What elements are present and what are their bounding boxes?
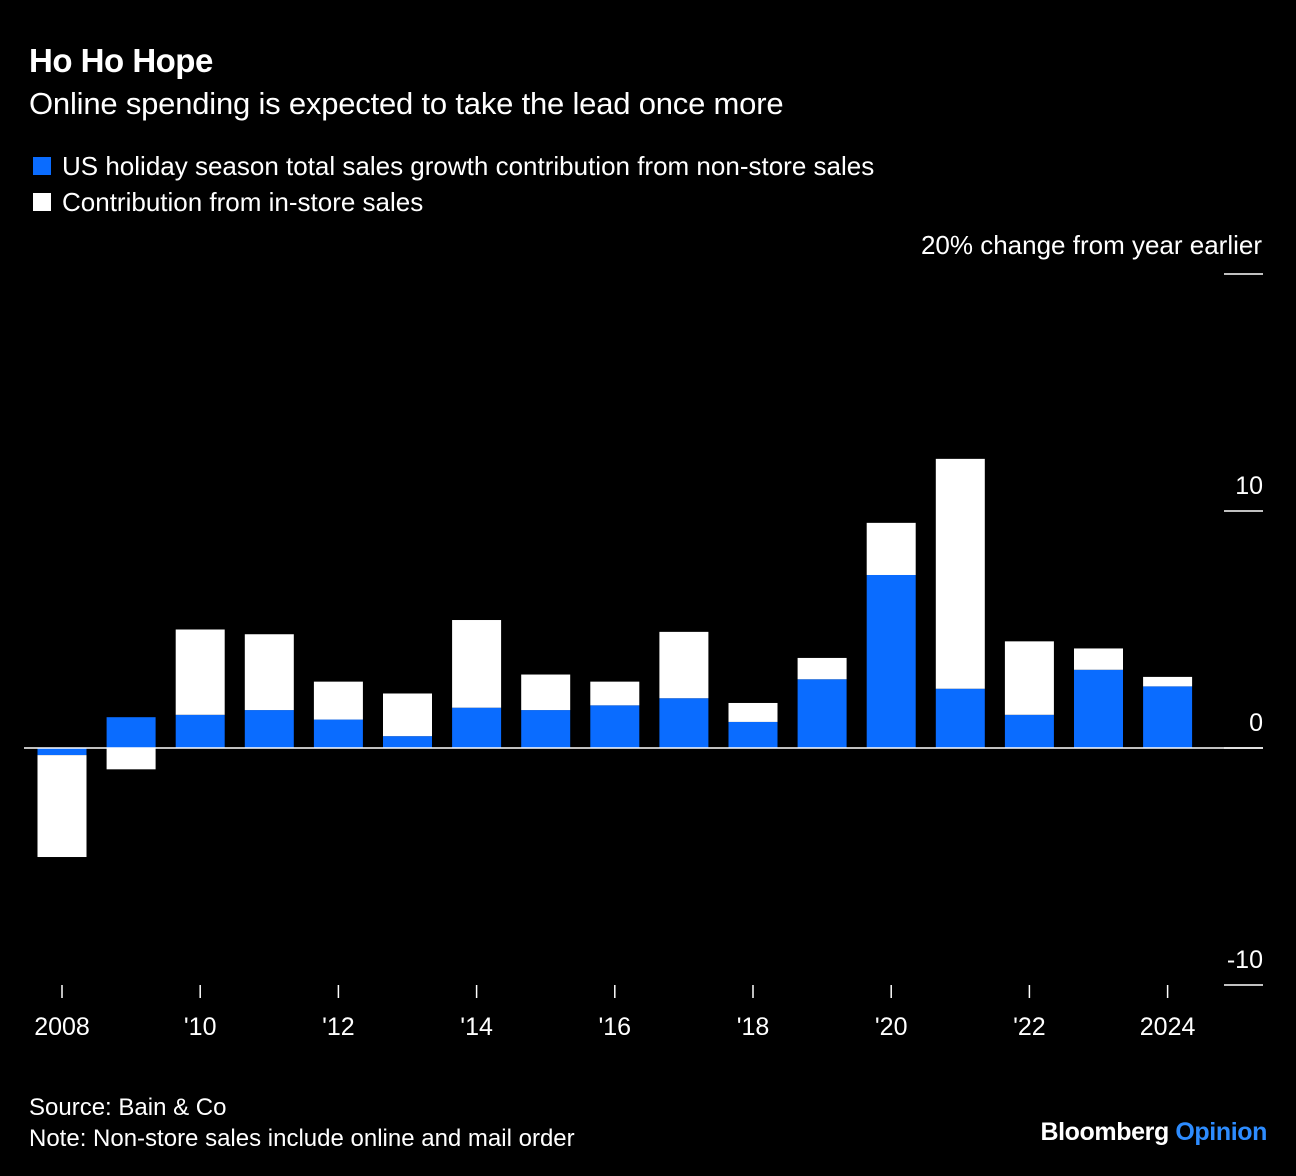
bar-in-store-2018: [728, 702, 778, 722]
bar-non-store-2020: [866, 574, 916, 748]
bars: [37, 458, 1193, 858]
bar-in-store-2012: [313, 681, 363, 720]
bar-in-store-2020: [866, 522, 916, 575]
x-tick-label: '22: [1013, 1013, 1046, 1041]
bar-non-store-2016: [590, 705, 640, 748]
bar-in-store-2015: [521, 674, 571, 711]
bar-non-store-2014: [452, 707, 502, 748]
x-tick-label: 2008: [34, 1013, 90, 1041]
footer: Source: Bain & Co Note: Non-store sales …: [29, 1092, 575, 1154]
x-tick-label: '20: [875, 1013, 908, 1041]
bar-in-store-2016: [590, 681, 640, 706]
bar-in-store-2021: [935, 458, 985, 689]
bar-in-store-2011: [244, 634, 294, 711]
bar-non-store-2010: [175, 714, 225, 748]
bar-in-store-2008: [37, 755, 87, 858]
bar-in-store-2010: [175, 629, 225, 715]
legend-swatch-non-store: [33, 157, 51, 175]
legend-label-non-store: US holiday season total sales growth con…: [62, 150, 875, 181]
y-axis-ticks: 10 0 -10: [1224, 273, 1263, 986]
bar-in-store-2014: [452, 620, 502, 708]
x-tick-label: '16: [599, 1013, 632, 1041]
bar-non-store-2023: [1074, 669, 1123, 748]
legend-item-in-store: Contribution from in-store sales: [33, 184, 874, 220]
bar-non-store-2024: [1143, 686, 1193, 748]
bar-non-store-2012: [313, 719, 363, 748]
legend-swatch-in-store: [33, 193, 51, 211]
x-tick-label: '14: [460, 1013, 493, 1041]
bar-in-store-2022: [1004, 641, 1054, 715]
bar-in-store-2024: [1143, 676, 1193, 687]
brand-name: Bloomberg: [1040, 1118, 1169, 1146]
bar-in-store-2009: [106, 748, 156, 770]
x-axis: 2008 '10 '12 '14 '16 '18 '20 '22 2024: [34, 985, 1195, 1041]
y-tick-label: 10: [1235, 472, 1263, 500]
chart-title: Ho Ho Hope: [29, 42, 213, 79]
bar-non-store-2022: [1004, 714, 1054, 748]
bar-in-store-2017: [659, 631, 709, 699]
legend-label-in-store: Contribution from in-store sales: [62, 186, 424, 217]
bloomberg-opinion-logo: Bloomberg Opinion: [1040, 1118, 1267, 1147]
x-tick-label: 2024: [1140, 1013, 1196, 1041]
bar-non-store-2011: [244, 710, 294, 748]
bar-non-store-2009: [106, 717, 156, 748]
bar-non-store-2015: [521, 710, 571, 748]
bar-non-store-2017: [659, 698, 709, 748]
legend: US holiday season total sales growth con…: [33, 148, 874, 220]
bar-in-store-2023: [1074, 648, 1123, 670]
y-tick-label: -10: [1227, 946, 1263, 974]
bar-non-store-2008: [37, 748, 87, 756]
y-axis-unit-label: 20% change from year earlier: [920, 230, 1262, 260]
bar-in-store-2013: [383, 693, 432, 737]
x-tick-label: '10: [184, 1013, 217, 1041]
source-text: Source: Bain & Co: [29, 1094, 227, 1121]
brand-suffix: Opinion: [1175, 1118, 1267, 1146]
bar-non-store-2019: [797, 679, 847, 748]
legend-item-non-store: US holiday season total sales growth con…: [33, 148, 874, 184]
bar-non-store-2013: [383, 736, 432, 748]
y-tick-label: 0: [1249, 709, 1263, 737]
note-text: Note: Non-store sales include online and…: [29, 1125, 575, 1152]
bar-non-store-2021: [935, 688, 985, 748]
bar-in-store-2019: [797, 657, 847, 680]
bar-non-store-2018: [728, 721, 778, 748]
chart-subtitle: Online spending is expected to take the …: [29, 86, 784, 121]
x-tick-label: '12: [322, 1013, 355, 1041]
x-tick-label: '18: [737, 1013, 770, 1041]
